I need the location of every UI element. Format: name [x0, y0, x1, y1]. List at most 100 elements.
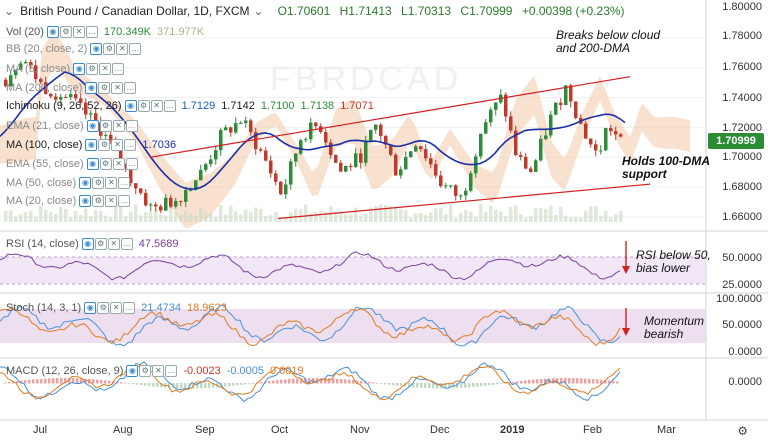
legend-ema55[interactable]: EMA (55, close) ◉ ⚙ ✕… [6, 156, 138, 171]
candle-body [159, 206, 163, 211]
macd-histogram-bar [148, 383, 151, 387]
macd-histogram-bar [524, 380, 527, 384]
settings-icon[interactable]: ⚙ [99, 119, 112, 132]
rsi-tick: 50.0000 [722, 252, 762, 264]
macd-histogram-bar [392, 383, 395, 386]
close-icon[interactable]: ✕ [105, 176, 118, 189]
more-icon[interactable]: … [85, 25, 98, 38]
more-icon[interactable]: … [118, 176, 131, 189]
settings-icon[interactable]: ⚙ [98, 81, 111, 94]
legend-ichimoku[interactable]: Ichimoku (9, 26, 52, 26) ◉ ⚙ ✕… 1.7129 1.7… [6, 98, 374, 113]
volume-bar [299, 208, 303, 222]
annotation-line: RSI below 50, [636, 248, 711, 262]
macd-histogram-bar [56, 378, 59, 384]
legend-ema21[interactable]: EMA (21, close) ◉ ⚙ ✕… [6, 118, 138, 133]
legend-bb[interactable]: BB (20, close, 2) ◉ ⚙ ✕… [6, 41, 142, 56]
settings-icon[interactable]: ⚙ [99, 157, 112, 170]
more-icon[interactable]: … [124, 138, 137, 151]
close-icon[interactable]: ✕ [105, 194, 118, 207]
eye-icon[interactable]: ◉ [84, 301, 97, 314]
more-icon[interactable]: … [125, 119, 138, 132]
candle-body [134, 183, 138, 189]
more-icon[interactable]: … [120, 237, 133, 250]
candle-body [39, 79, 43, 83]
settings-icon[interactable]: ⚙ [97, 301, 110, 314]
close-icon[interactable]: ✕ [110, 301, 123, 314]
macd-histogram-bar [564, 378, 567, 384]
legend-rsi[interactable]: RSI (14, close) ◉ ⚙ ✕… 47.5689 [6, 236, 179, 251]
stoch-tick: 0.0000 [728, 346, 762, 358]
legend-vol[interactable]: Vol (20) ◉ ⚙ ✕… 170.349K 371.977K [6, 24, 204, 39]
macd-histogram-bar [176, 383, 179, 389]
eye-icon[interactable]: ◉ [86, 157, 99, 170]
close-icon[interactable]: ✕ [112, 119, 125, 132]
indicator-name: MA (50, close) [6, 176, 77, 189]
legend-ma100[interactable]: MA (100, close) ◉ ⚙ ✕… 1.7036 [6, 137, 176, 152]
eye-icon[interactable]: ◉ [126, 364, 139, 377]
eye-icon[interactable]: ◉ [85, 138, 98, 151]
candle-body [229, 127, 233, 133]
symbol-dropdown-icon[interactable]: ⌄ [253, 4, 264, 18]
close-icon[interactable]: ✕ [150, 99, 163, 112]
gear-icon[interactable]: ⚙ [737, 424, 748, 438]
settings-icon[interactable]: ⚙ [94, 237, 107, 250]
legend-ma5[interactable]: MA (5, close) ◉ ⚙ ✕… [6, 61, 125, 76]
settings-icon[interactable]: ⚙ [103, 42, 116, 55]
close-icon[interactable]: ✕ [152, 364, 165, 377]
macd-histogram-bar [92, 379, 95, 384]
eye-icon[interactable]: ◉ [81, 237, 94, 250]
candle-body [254, 132, 258, 150]
price-tick: 1.74000 [722, 92, 762, 104]
volume-bar [394, 207, 398, 222]
settings-icon[interactable]: ⚙ [92, 194, 105, 207]
close-icon[interactable]: ✕ [72, 25, 85, 38]
settings-icon[interactable]: ⚙ [137, 99, 150, 112]
close-icon[interactable]: ✕ [116, 42, 129, 55]
candle-body [444, 185, 448, 187]
eye-icon[interactable]: ◉ [46, 25, 59, 38]
legend-ma20[interactable]: MA (20, close) ◉ ⚙ ✕… [6, 193, 131, 208]
macd-histogram-bar [472, 383, 475, 387]
volume-bar [614, 214, 618, 222]
close-icon[interactable]: ✕ [112, 157, 125, 170]
macd-histogram-bar [432, 383, 435, 389]
macd-histogram-bar [380, 383, 383, 384]
more-icon[interactable]: … [125, 157, 138, 170]
eye-icon[interactable]: ◉ [124, 99, 137, 112]
close-icon[interactable]: ✕ [111, 81, 124, 94]
eye-icon[interactable]: ◉ [86, 119, 99, 132]
more-icon[interactable]: … [165, 364, 178, 377]
legend-ma200[interactable]: MA (200, close) ◉ ⚙ ✕… [6, 80, 137, 95]
more-icon[interactable]: … [163, 99, 176, 112]
settings-icon[interactable]: ⚙ [92, 176, 105, 189]
more-icon[interactable]: … [112, 62, 125, 75]
collapse-icon[interactable]: ⌄ [4, 4, 15, 18]
eye-icon[interactable]: ◉ [73, 62, 86, 75]
candle-body [419, 146, 423, 150]
settings-icon[interactable]: ⚙ [59, 25, 72, 38]
eye-icon[interactable]: ◉ [79, 176, 92, 189]
more-icon[interactable]: … [123, 301, 136, 314]
legend-stoch[interactable]: Stoch (14, 3, 1) ◉ ⚙ ✕… 21.4734 18.9623 [6, 300, 227, 315]
legend-macd[interactable]: MACD (12, 26, close, 9) ◉ ⚙ ✕… -0.0023 -0.… [6, 363, 304, 378]
symbol-title[interactable]: British Pound / Canadian Dollar, 1D, FXC… [20, 4, 250, 18]
settings-icon[interactable]: ⚙ [86, 62, 99, 75]
settings-icon[interactable]: ⚙ [139, 364, 152, 377]
more-icon[interactable]: … [124, 81, 137, 94]
macd-line [0, 361, 621, 403]
more-icon[interactable]: … [118, 194, 131, 207]
close-icon[interactable]: ✕ [111, 138, 124, 151]
change-value: +0.00398 (+0.23%) [521, 4, 625, 18]
eye-icon[interactable]: ◉ [85, 81, 98, 94]
close-icon[interactable]: ✕ [107, 237, 120, 250]
more-icon[interactable]: … [129, 42, 142, 55]
settings-icon[interactable]: ⚙ [98, 138, 111, 151]
eye-icon[interactable]: ◉ [79, 194, 92, 207]
macd-histogram-bar [384, 383, 387, 385]
eye-icon[interactable]: ◉ [90, 42, 103, 55]
legend-controls: ◉ ⚙ ✕… [79, 176, 131, 189]
legend-ma50[interactable]: MA (50, close) ◉ ⚙ ✕… [6, 175, 131, 190]
close-icon[interactable]: ✕ [99, 62, 112, 75]
volume-bar [39, 205, 43, 222]
